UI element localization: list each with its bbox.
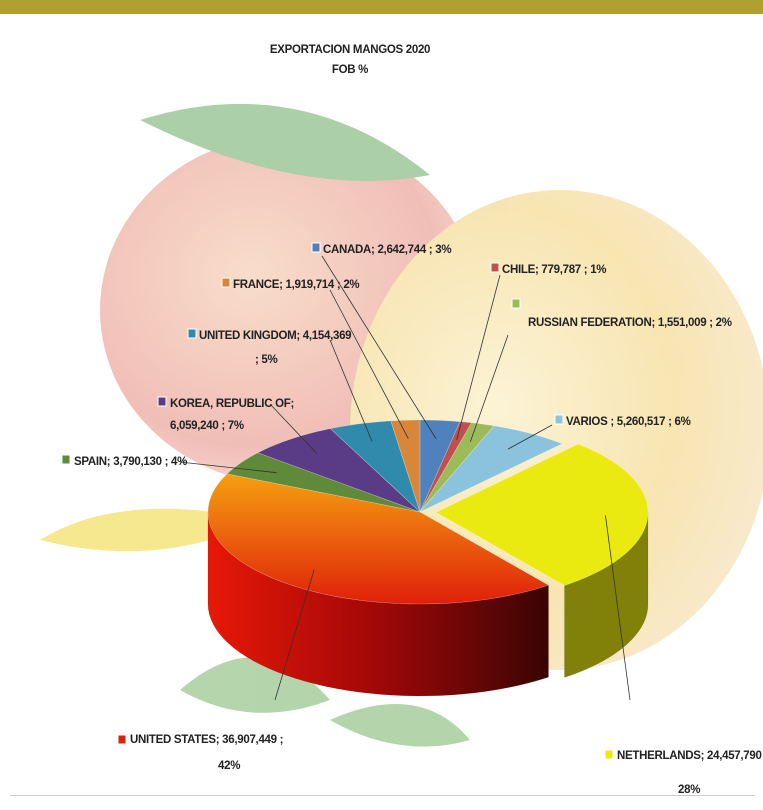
slice: [419, 421, 473, 513]
leader-line: [269, 403, 318, 454]
slice: [257, 428, 421, 513]
data-label: UNITED STATES; 36,907,449 ;: [130, 734, 283, 746]
leader-line: [507, 424, 553, 450]
leader-line: [321, 255, 437, 439]
background-art: [40, 103, 763, 747]
bottom-border: [10, 795, 755, 796]
label-key: [61, 454, 71, 465]
slice: [435, 443, 649, 586]
label-key: [187, 328, 197, 339]
label-key: [157, 396, 167, 407]
data-label: UNITED KINGDOM; 4,154,369: [199, 330, 351, 342]
label-key: [221, 277, 231, 288]
chart-subtitle: FOB %: [332, 64, 368, 76]
leader-line: [329, 289, 409, 439]
data-label: 6,059,240 ; 7%: [170, 420, 244, 432]
mango-slice: [40, 508, 260, 552]
label-key: [311, 242, 321, 253]
top-bar-gap: [0, 14, 763, 17]
label-key: [554, 414, 564, 425]
data-label: CHILE; 779,787 ; 1%: [502, 264, 606, 276]
data-label: RUSSIAN FEDERATION; 1,551,009 ; 2%: [528, 317, 732, 329]
leaf: [140, 103, 430, 181]
data-label: KOREA, REPUBLIC OF;: [170, 398, 294, 410]
slice: [419, 422, 495, 513]
data-label: CANADA; 2,642,744 ; 3%: [323, 244, 451, 256]
leader-line: [179, 461, 277, 474]
top-bar: [0, 0, 763, 14]
leader-line: [605, 515, 631, 701]
data-label: NETHERLANDS; 24,457,790 ;: [617, 750, 763, 762]
label-key: [604, 749, 614, 760]
slice: [226, 452, 421, 513]
leader-line: [329, 339, 373, 442]
slice: [419, 419, 461, 513]
data-label: SPAIN; 3,790,130 ; 4%: [74, 456, 187, 468]
leader-line: [456, 274, 501, 441]
label-key: [490, 262, 500, 273]
data-label: ; 5%: [255, 354, 278, 366]
slice: [329, 420, 421, 514]
chart-title: EXPORTACION MANGOS 2020: [270, 44, 430, 56]
label-key: [511, 298, 521, 309]
data-label: 42%: [218, 760, 240, 772]
leader-line: [274, 569, 315, 701]
slice: [207, 473, 550, 605]
data-label: 28%: [678, 784, 700, 796]
data-label: VARIOS ; 5,260,517 ; 6%: [566, 416, 691, 428]
leader-line: [469, 334, 509, 442]
data-label: FRANCE; 1,919,714 ; 2%: [233, 279, 359, 291]
leaf: [330, 704, 470, 747]
slice: [390, 419, 421, 513]
label-key: [117, 734, 127, 745]
slice-side: [564, 512, 649, 678]
slice: [419, 425, 563, 513]
